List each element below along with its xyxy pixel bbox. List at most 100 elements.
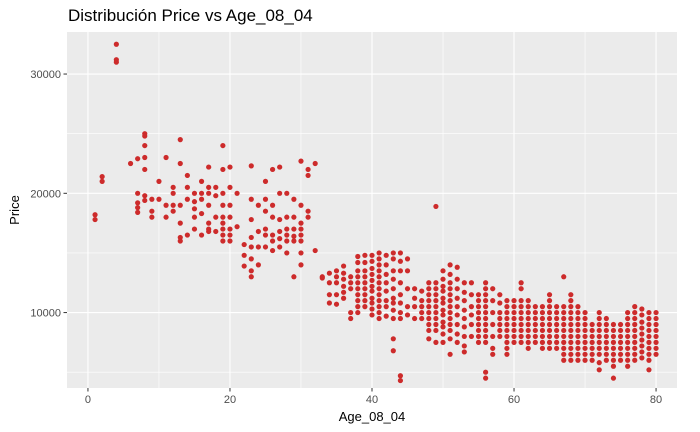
data-point — [142, 142, 148, 149]
data-point — [426, 309, 432, 316]
data-point — [646, 321, 652, 328]
data-point — [298, 202, 304, 208]
data-point — [198, 190, 205, 196]
data-point — [646, 339, 652, 345]
data-point — [546, 315, 553, 322]
data-point — [582, 321, 588, 328]
data-point — [291, 226, 297, 232]
data-point — [454, 276, 460, 282]
data-point — [362, 268, 368, 274]
data-point — [617, 345, 624, 351]
data-point — [277, 244, 283, 250]
data-point — [554, 315, 560, 322]
data-point — [390, 315, 396, 322]
data-point — [589, 327, 595, 334]
data-point — [625, 315, 631, 322]
data-point — [397, 373, 404, 379]
data-point — [277, 236, 283, 242]
data-point — [447, 327, 453, 334]
data-point — [483, 309, 489, 316]
data-point — [426, 286, 432, 292]
data-point — [532, 304, 538, 310]
data-point — [632, 345, 638, 351]
data-point — [504, 309, 510, 316]
data-point — [561, 327, 567, 334]
data-point — [575, 315, 581, 322]
data-point — [220, 142, 226, 149]
data-point — [440, 276, 446, 282]
data-point — [568, 298, 574, 304]
data-point — [639, 319, 645, 325]
data-point — [575, 345, 581, 351]
data-point — [333, 274, 340, 280]
data-point — [355, 298, 361, 304]
data-point — [504, 345, 510, 351]
data-point — [255, 202, 261, 208]
data-point — [454, 312, 460, 318]
data-point — [390, 268, 396, 274]
data-point — [617, 351, 624, 357]
data-point — [561, 339, 567, 345]
data-point — [440, 307, 446, 313]
data-point — [561, 345, 567, 351]
data-point — [596, 321, 602, 328]
data-point — [206, 164, 212, 170]
data-point — [625, 357, 631, 363]
data-point — [568, 357, 574, 363]
data-point — [568, 333, 574, 340]
data-point — [447, 351, 453, 357]
data-point — [397, 258, 404, 264]
data-point — [525, 304, 531, 310]
data-point — [277, 190, 283, 196]
data-point — [596, 345, 602, 351]
data-point — [568, 304, 574, 310]
data-point — [497, 321, 503, 328]
data-point — [255, 262, 261, 268]
data-point — [603, 339, 609, 345]
data-point — [653, 327, 659, 334]
data-point — [575, 339, 581, 345]
data-point — [284, 250, 290, 256]
data-point — [376, 274, 382, 280]
data-point — [518, 339, 524, 345]
data-point — [326, 280, 332, 286]
data-point — [362, 292, 368, 298]
data-point — [589, 345, 595, 351]
data-point — [99, 174, 105, 180]
data-point — [554, 304, 560, 310]
data-point — [241, 263, 247, 269]
data-point — [227, 232, 233, 238]
data-point — [135, 209, 141, 215]
data-point — [632, 333, 638, 340]
data-point — [532, 339, 538, 345]
data-point — [412, 295, 418, 301]
data-point — [355, 304, 361, 310]
data-point — [220, 166, 226, 173]
data-point — [440, 288, 446, 294]
data-point — [291, 214, 297, 220]
data-point — [333, 280, 340, 286]
data-point — [326, 300, 332, 306]
data-point — [177, 220, 183, 226]
data-point — [532, 327, 538, 334]
data-point — [419, 315, 425, 322]
data-point — [348, 309, 354, 316]
data-point — [475, 321, 482, 328]
data-point — [582, 309, 588, 316]
data-point — [220, 232, 226, 238]
data-point — [625, 339, 631, 345]
data-point — [561, 274, 567, 280]
data-point — [603, 321, 609, 328]
data-point — [213, 214, 219, 220]
data-point — [575, 327, 581, 334]
tick-labels: 0 20 40 60 80 10000 20000 30000 — [30, 69, 662, 406]
data-point — [369, 258, 375, 264]
data-point — [92, 216, 98, 223]
data-point — [490, 298, 496, 304]
data-point — [625, 309, 631, 316]
data-point — [419, 298, 425, 304]
data-point — [632, 357, 638, 363]
data-point — [525, 321, 531, 328]
data-point — [447, 262, 453, 268]
data-point — [184, 184, 190, 190]
